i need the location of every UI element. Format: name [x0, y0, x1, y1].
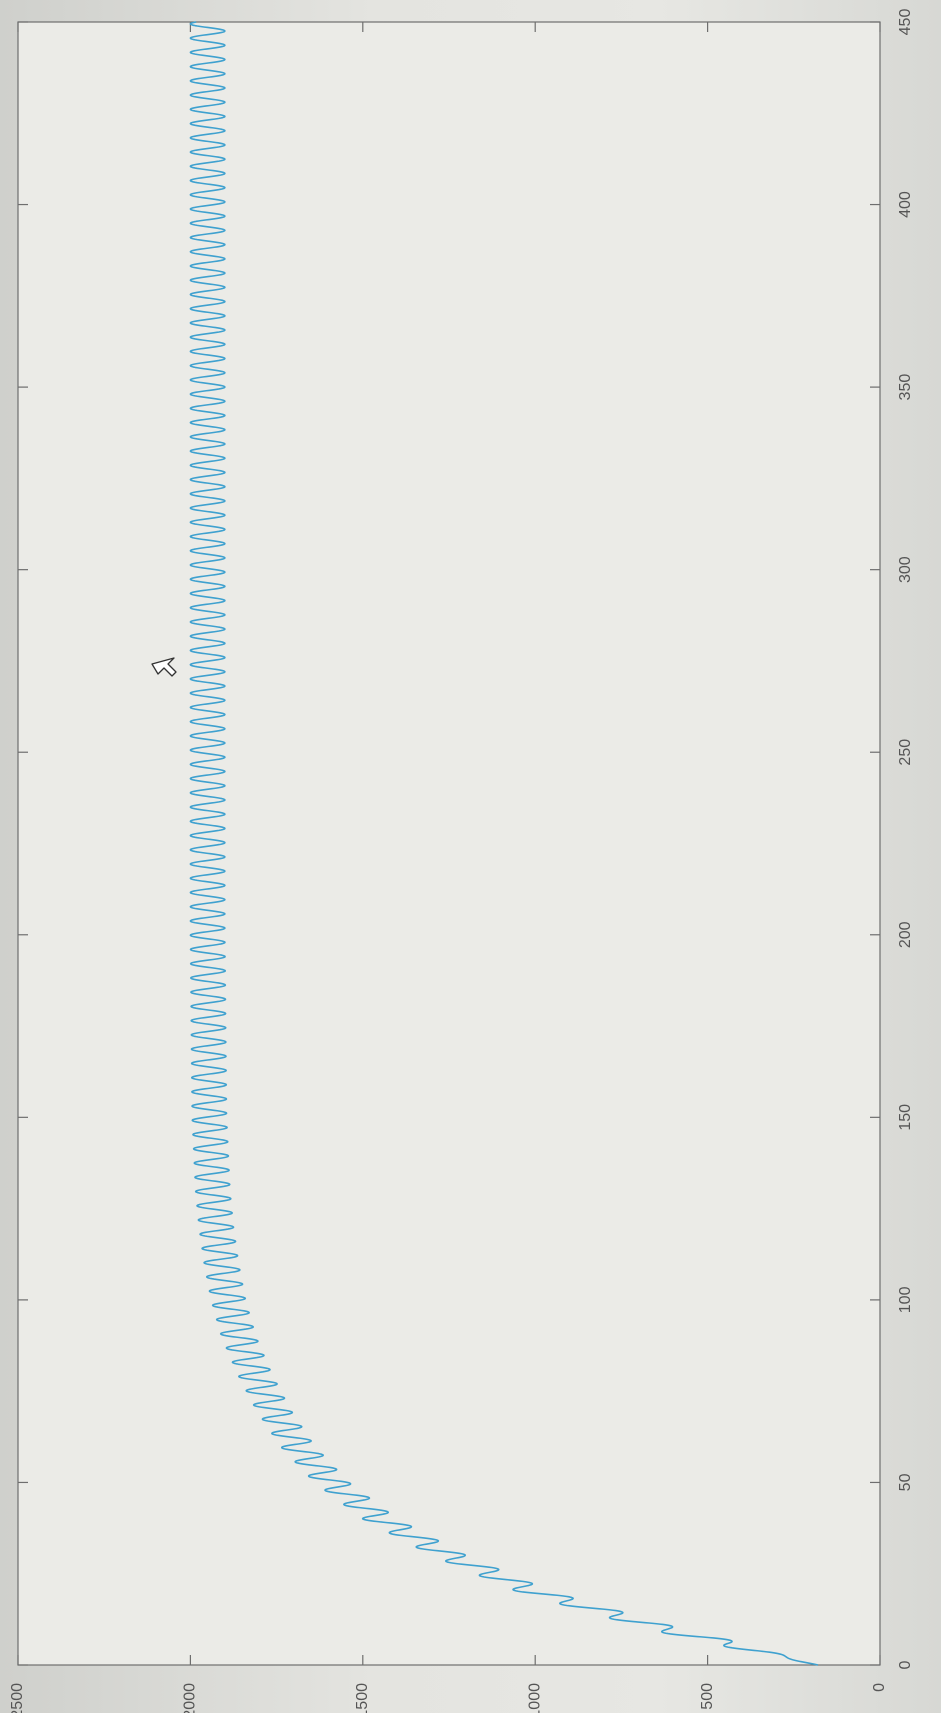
x-tick-label: 400: [897, 191, 914, 218]
series-layer: [189, 21, 819, 1666]
y-tick-label: 2000: [182, 1683, 199, 1713]
x-tick-label: 0: [897, 1660, 914, 1669]
x-tick-label: 150: [897, 1104, 914, 1131]
x-tick-label: 300: [897, 556, 914, 583]
y-tick-label: 2500: [9, 1683, 26, 1713]
x-tick-label: 250: [897, 739, 914, 766]
axis-ticks: [17, 21, 881, 1666]
series-line-0: [189, 21, 819, 1666]
y-tick-label: 0: [871, 1683, 888, 1692]
axes-frame: [17, 21, 881, 1666]
y-tick-label: 1000: [526, 1683, 543, 1713]
x-tick-label: 100: [897, 1286, 914, 1313]
x-tick-label: 200: [897, 921, 914, 948]
y-tick-label: 500: [699, 1683, 716, 1710]
axes-box: [17, 21, 881, 1666]
cursor-layer: [151, 657, 177, 677]
arrow-cursor-icon: [151, 657, 177, 677]
plot-area: [18, 22, 880, 1665]
x-tick-label: 50: [897, 1473, 914, 1491]
x-tick-label: 450: [897, 9, 914, 36]
x-tick-label: 350: [897, 374, 914, 401]
axis-tick-labels: 0 50 100 150 200 250 300 350 400 450 0 500 1000 1500 2…: [9, 9, 914, 1713]
y-tick-label: 1500: [354, 1683, 371, 1713]
